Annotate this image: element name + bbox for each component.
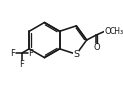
Text: F: F [19,60,24,69]
Text: O: O [93,43,100,52]
Text: S: S [73,50,79,59]
Text: F: F [10,49,15,58]
Text: CH₃: CH₃ [109,27,123,36]
Text: F: F [29,49,33,58]
Text: O: O [104,27,111,36]
